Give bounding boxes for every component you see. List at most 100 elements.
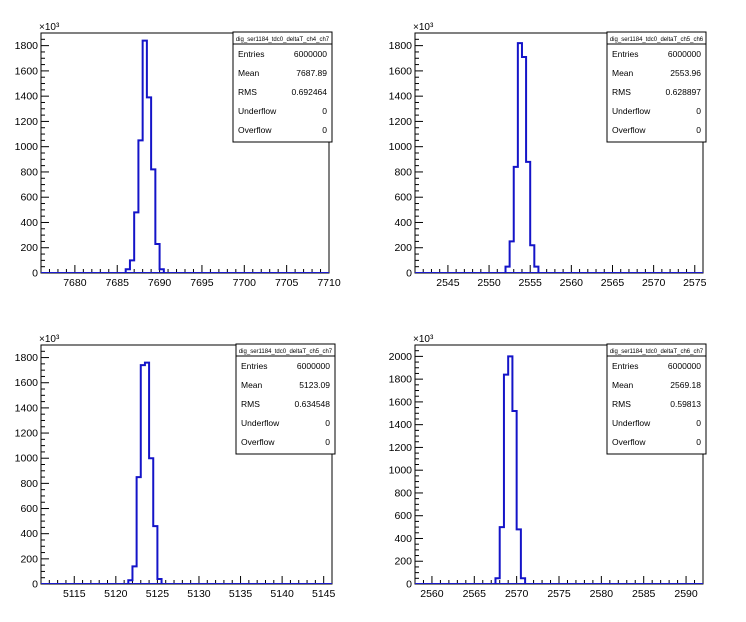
histogram-bin bbox=[149, 458, 153, 584]
y-tick-label: 1600 bbox=[389, 65, 413, 77]
x-tick-label: 7695 bbox=[190, 277, 214, 289]
y-tick-label: 200 bbox=[394, 242, 412, 254]
y-tick-label: 0 bbox=[406, 268, 412, 280]
histogram-series bbox=[494, 355, 527, 584]
histogram-bin bbox=[126, 269, 130, 273]
histogram-bin bbox=[514, 167, 518, 273]
y-tick-label: 400 bbox=[20, 217, 38, 229]
y-multiplier-label: ×10³ bbox=[413, 22, 434, 33]
stats-label: Underflow bbox=[612, 418, 651, 428]
y-tick-label: 1200 bbox=[15, 428, 39, 440]
x-tick-label: 2560 bbox=[420, 588, 444, 600]
stats-box bbox=[606, 343, 707, 455]
histogram-bin bbox=[138, 140, 142, 273]
histogram-panel: 0 200 400 600 800 1000 1200 1400 1600 1800 5115 512… bbox=[15, 334, 336, 600]
stats-value: 6000000 bbox=[294, 49, 327, 59]
x-tick-label: 7680 bbox=[63, 277, 87, 289]
histogram-bin bbox=[500, 527, 504, 584]
y-tick-label: 400 bbox=[20, 528, 38, 540]
histogram-title: dig_ser1184_tdc0_deltaT_ch4_ch7 bbox=[236, 37, 330, 43]
x-tick-label: 2570 bbox=[642, 277, 666, 289]
stats-label: Mean bbox=[612, 68, 634, 78]
y-tick-label: 1000 bbox=[15, 453, 39, 465]
histogram-bin bbox=[510, 241, 514, 273]
x-tick-label: 2570 bbox=[505, 588, 529, 600]
histogram-series bbox=[124, 39, 165, 273]
y-tick-label: 1600 bbox=[389, 396, 413, 408]
stats-box bbox=[232, 31, 333, 143]
histogram-panel: 0 200 400 600 800 1000 1200 1400 1600 1800 2545 255… bbox=[389, 22, 707, 289]
stats-value: 0 bbox=[696, 437, 701, 447]
stats-value: 0 bbox=[325, 418, 330, 428]
y-multiplier-label: ×10³ bbox=[39, 22, 60, 33]
stats-value: 0.634548 bbox=[295, 399, 331, 409]
stats-label: Entries bbox=[241, 361, 267, 371]
x-tick-label: 7700 bbox=[233, 277, 257, 289]
stats-label: Overflow bbox=[238, 125, 272, 135]
stats-label: Overflow bbox=[612, 125, 646, 135]
histogram-bin bbox=[508, 356, 512, 584]
y-tick-label: 1200 bbox=[389, 442, 413, 454]
stats-label: RMS bbox=[238, 87, 257, 97]
y-tick-label: 400 bbox=[394, 533, 412, 545]
y-tick-label: 1800 bbox=[15, 352, 39, 364]
y-tick-label: 1400 bbox=[389, 91, 413, 103]
stats-label: RMS bbox=[241, 399, 260, 409]
x-tick-label: 5135 bbox=[229, 588, 253, 600]
stats-box bbox=[235, 343, 336, 455]
y-tick-label: 600 bbox=[394, 510, 412, 522]
histogram-title: dig_ser1184_tdc0_deltaT_ch5_ch7 bbox=[239, 349, 333, 355]
histogram-bin bbox=[137, 477, 141, 584]
histogram-bin bbox=[160, 269, 164, 273]
stats-label: Underflow bbox=[238, 106, 277, 116]
x-tick-label: 5120 bbox=[104, 588, 128, 600]
stats-value: 0 bbox=[322, 125, 327, 135]
histogram-bin bbox=[506, 267, 510, 273]
y-tick-label: 800 bbox=[394, 487, 412, 499]
y-tick-label: 1000 bbox=[15, 141, 39, 153]
y-tick-label: 1600 bbox=[15, 377, 39, 389]
histogram-bin bbox=[141, 365, 145, 584]
histogram-bin bbox=[518, 43, 522, 273]
y-tick-label: 1400 bbox=[389, 419, 413, 431]
y-tick-label: 0 bbox=[406, 579, 412, 591]
x-tick-label: 2550 bbox=[477, 277, 501, 289]
y-tick-label: 400 bbox=[394, 217, 412, 229]
stats-value: 0 bbox=[322, 106, 327, 116]
x-tick-label: 7685 bbox=[106, 277, 130, 289]
stats-label: Entries bbox=[612, 49, 638, 59]
stats-label: Overflow bbox=[241, 437, 275, 447]
x-tick-label: 5125 bbox=[146, 588, 170, 600]
stats-label: Underflow bbox=[241, 418, 280, 428]
y-tick-label: 200 bbox=[20, 553, 38, 565]
y-tick-label: 600 bbox=[394, 192, 412, 204]
stats-box bbox=[606, 31, 707, 143]
stats-value: 0 bbox=[696, 106, 701, 116]
x-tick-label: 2565 bbox=[601, 277, 625, 289]
stats-value: 6000000 bbox=[668, 49, 701, 59]
y-tick-label: 0 bbox=[32, 268, 38, 280]
histogram-bin bbox=[157, 579, 161, 584]
x-tick-label: 5140 bbox=[270, 588, 294, 600]
histogram-bin bbox=[130, 260, 134, 273]
stats-value: 0 bbox=[696, 125, 701, 135]
stats-label: Mean bbox=[241, 380, 263, 390]
y-tick-label: 200 bbox=[394, 556, 412, 568]
y-tick-label: 1200 bbox=[15, 116, 39, 128]
histogram-bin bbox=[530, 245, 534, 273]
x-tick-label: 7690 bbox=[148, 277, 172, 289]
histogram-bin bbox=[512, 411, 516, 584]
stats-label: Mean bbox=[612, 380, 634, 390]
y-tick-label: 1800 bbox=[15, 40, 39, 52]
histogram-bin bbox=[134, 212, 138, 273]
y-tick-label: 1200 bbox=[389, 116, 413, 128]
histogram-title: dig_ser1184_tdc0_deltaT_ch5_ch6 bbox=[610, 37, 704, 43]
stats-label: Underflow bbox=[612, 106, 651, 116]
stats-value: 6000000 bbox=[297, 361, 330, 371]
histogram-bin bbox=[522, 57, 526, 273]
stats-label: RMS bbox=[612, 399, 631, 409]
stats-value: 2553.96 bbox=[670, 68, 701, 78]
stats-label: Entries bbox=[612, 361, 638, 371]
histogram-bin bbox=[517, 529, 521, 584]
y-tick-label: 1600 bbox=[15, 65, 39, 77]
